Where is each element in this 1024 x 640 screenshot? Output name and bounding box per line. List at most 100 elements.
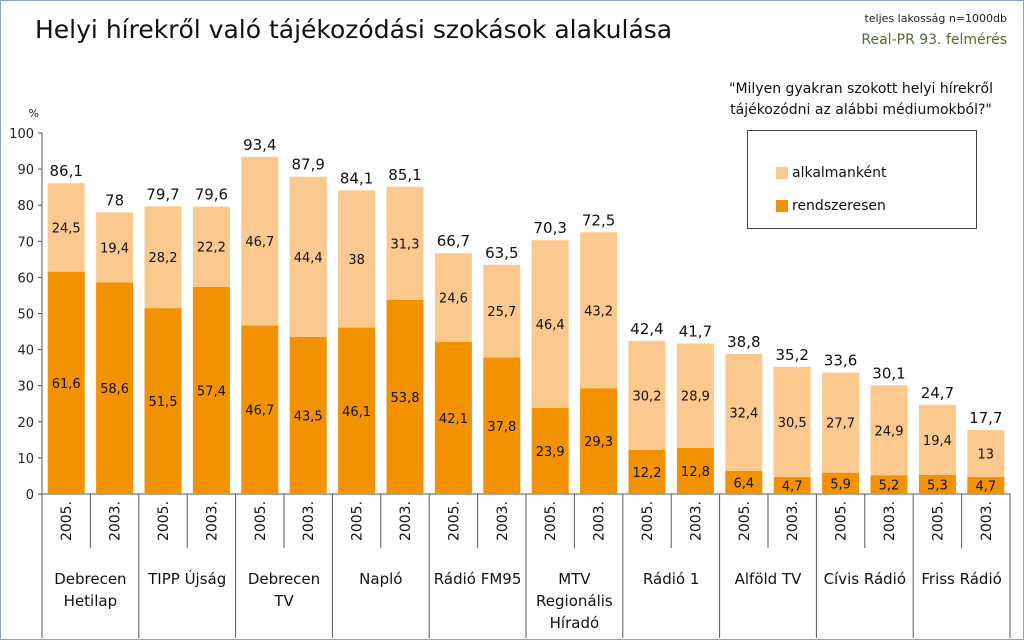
bar-segment-rendszeresen: [580, 388, 618, 494]
data-label-total: 24,7: [921, 384, 954, 402]
data-label-rendszeresen: 61,6: [52, 377, 81, 392]
data-label-total: 72,5: [582, 211, 615, 229]
x-group-label: TIPP Újság: [147, 569, 226, 588]
data-label-alkalmankent: 22,2: [197, 241, 226, 256]
bar-segment-rendszeresen: [870, 475, 908, 494]
x-group-label: Regionális: [536, 592, 613, 610]
data-label-total: 17,7: [969, 409, 1002, 427]
data-label-total: 85,1: [388, 166, 421, 184]
x-group-label: Rádió 1: [643, 570, 699, 588]
data-label-total: 93,4: [243, 136, 276, 154]
x-tick-label-year: 2003.: [688, 501, 704, 541]
x-tick-label-year: 2005.: [930, 501, 946, 541]
y-tick-label: 100: [9, 127, 34, 142]
x-tick-label-year: 2005.: [543, 501, 559, 541]
bar-segment-rendszeresen: [676, 447, 714, 494]
bar-segment-rendszeresen: [96, 282, 134, 494]
data-label-rendszeresen: 46,7: [245, 404, 274, 419]
bar-segment-rendszeresen: [918, 474, 956, 494]
source-note: Real-PR 93. felmérés: [861, 32, 1007, 48]
x-tick-label-year: 2005.: [253, 501, 269, 541]
x-tick-label-year: 2005.: [446, 501, 462, 541]
data-label-total: 30,1: [872, 364, 905, 382]
data-label-rendszeresen: 5,2: [879, 479, 900, 494]
data-label-alkalmankent: 25,7: [487, 305, 516, 320]
data-label-rendszeresen: 12,2: [633, 466, 662, 481]
data-label-total: 79,7: [146, 185, 179, 203]
x-tick-label-year: 2005.: [834, 501, 850, 541]
x-tick-label-year: 2003.: [785, 501, 801, 541]
data-label-total: 41,7: [679, 322, 712, 340]
data-label-total: 70,3: [533, 219, 566, 237]
bar-segment-rendszeresen: [822, 472, 860, 494]
data-label-alkalmankent: 24,5: [52, 221, 81, 236]
data-label-rendszeresen: 4,7: [782, 480, 803, 495]
y-tick-label: 90: [17, 163, 34, 178]
data-label-rendszeresen: 42,1: [439, 412, 468, 427]
bar-segment-rendszeresen: [144, 308, 182, 494]
x-group-label: Rádió FM95: [434, 570, 522, 588]
question-line-1: "Milyen gyakran szokott helyi hírekről: [729, 81, 993, 97]
x-group-label: Híradó: [550, 614, 600, 632]
data-label-alkalmankent: 27,7: [826, 417, 855, 432]
bar-segment-alkalmankent: [725, 353, 763, 471]
x-group-label: Cívis Rádió: [824, 570, 906, 588]
data-label-total: 66,7: [437, 232, 470, 250]
data-label-rendszeresen: 37,8: [487, 420, 516, 435]
bar-segment-alkalmankent: [144, 206, 182, 309]
y-axis-unit-label: %: [29, 107, 39, 120]
data-label-alkalmankent: 28,2: [149, 251, 178, 266]
bar-segment-alkalmankent: [192, 206, 230, 287]
data-label-total: 78: [105, 191, 124, 209]
x-group-label: Debrecen: [54, 570, 126, 588]
data-label-alkalmankent: 30,5: [778, 416, 807, 431]
y-tick-label: 80: [17, 199, 34, 214]
x-tick-label-year: 2003.: [979, 501, 995, 541]
bar-segment-alkalmankent: [434, 253, 472, 343]
bar-segment-alkalmankent: [822, 372, 860, 473]
y-tick-label: 30: [17, 380, 34, 395]
x-tick-label-year: 2003.: [882, 501, 898, 541]
data-label-total: 33,6: [824, 352, 857, 370]
x-tick-label-year: 2003.: [301, 501, 317, 541]
bar-segment-alkalmankent: [531, 240, 569, 408]
bar-segment-rendszeresen: [192, 286, 230, 494]
data-label-alkalmankent: 46,7: [245, 235, 274, 250]
data-label-total: 84,1: [340, 169, 373, 187]
bar-segment-rendszeresen: [531, 407, 569, 494]
survey-question: "Milyen gyakran szokott helyi hírekről t…: [701, 79, 1021, 121]
x-group-label: Alföld TV: [735, 570, 803, 588]
y-tick-label: 50: [17, 308, 34, 323]
x-tick-label-year: 2003.: [592, 501, 608, 541]
data-label-alkalmankent: 46,4: [536, 318, 565, 333]
data-label-alkalmankent: 30,2: [633, 389, 662, 404]
bar-segment-alkalmankent: [241, 156, 279, 326]
data-label-total: 42,4: [630, 320, 663, 338]
data-label-total: 35,2: [775, 346, 808, 364]
x-tick-label-year: 2005.: [350, 501, 366, 541]
data-label-rendszeresen: 5,9: [830, 477, 851, 492]
y-tick-label: 70: [17, 235, 34, 250]
data-label-rendszeresen: 57,4: [197, 384, 226, 399]
data-label-alkalmankent: 13: [978, 448, 995, 463]
bar-segment-rendszeresen: [434, 342, 472, 494]
data-label-alkalmankent: 38: [348, 253, 365, 268]
y-tick-label: 10: [17, 452, 34, 467]
x-tick-label-year: 2003.: [108, 501, 124, 541]
chart-title: Helyi hírekről való tájékozódási szokáso…: [35, 15, 673, 44]
bar-segment-alkalmankent: [386, 186, 424, 300]
y-tick-label: 0: [26, 488, 34, 503]
x-tick-label-year: 2003.: [204, 501, 220, 541]
legend-item-rendszeresen: rendszeresen: [776, 198, 886, 214]
x-tick-label-year: 2005.: [156, 501, 172, 541]
bar-segment-rendszeresen: [47, 271, 85, 494]
bar-segment-rendszeresen: [338, 327, 376, 494]
legend-item-alkalmankent: alkalmanként: [776, 165, 886, 181]
bar-segment-alkalmankent: [676, 343, 714, 448]
legend-label-alkalmankent: alkalmanként: [792, 165, 887, 181]
data-label-rendszeresen: 51,5: [149, 395, 178, 410]
data-label-alkalmankent: 44,4: [294, 251, 323, 266]
data-label-rendszeresen: 12,8: [681, 465, 710, 480]
data-label-alkalmankent: 19,4: [100, 241, 129, 256]
